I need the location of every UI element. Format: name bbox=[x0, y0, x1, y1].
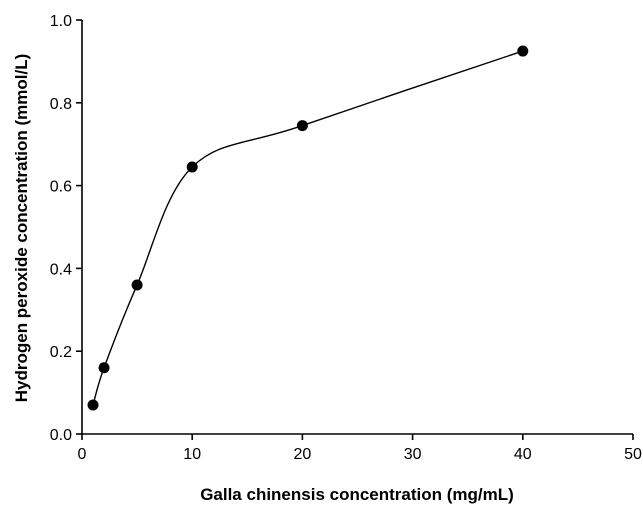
x-tick-label: 30 bbox=[404, 446, 422, 463]
x-tick-label: 20 bbox=[294, 446, 312, 463]
y-axis-title: Hydrogen peroxide concentration (mmol/L) bbox=[12, 54, 31, 403]
y-tick-label: 0.4 bbox=[50, 261, 72, 278]
y-tick-label: 0.8 bbox=[50, 96, 72, 113]
data-point bbox=[517, 45, 529, 57]
y-tick-label: 1.0 bbox=[50, 13, 72, 30]
data-point bbox=[131, 279, 143, 291]
series-group bbox=[87, 45, 529, 411]
y-tick-label: 0.0 bbox=[50, 427, 72, 444]
data-point bbox=[296, 120, 308, 132]
x-tick-label: 50 bbox=[624, 446, 642, 463]
x-axis-title: Galla chinensis concentration (mg/mL) bbox=[200, 485, 514, 504]
y-tick-label: 0.6 bbox=[50, 179, 72, 196]
x-tick-label: 10 bbox=[183, 446, 201, 463]
x-tick-label: 0 bbox=[78, 446, 87, 463]
data-point bbox=[186, 161, 198, 173]
data-point bbox=[98, 362, 110, 374]
x-axis: 0 10 20 30 40 50 bbox=[78, 434, 642, 463]
series-line bbox=[92, 50, 524, 406]
plot-area bbox=[81, 20, 633, 435]
data-point bbox=[87, 399, 99, 411]
y-tick-label: 0.2 bbox=[50, 344, 72, 361]
y-axis: 0.0 0.2 0.4 0.6 0.8 1.0 bbox=[50, 13, 82, 444]
x-tick-label: 40 bbox=[514, 446, 532, 463]
